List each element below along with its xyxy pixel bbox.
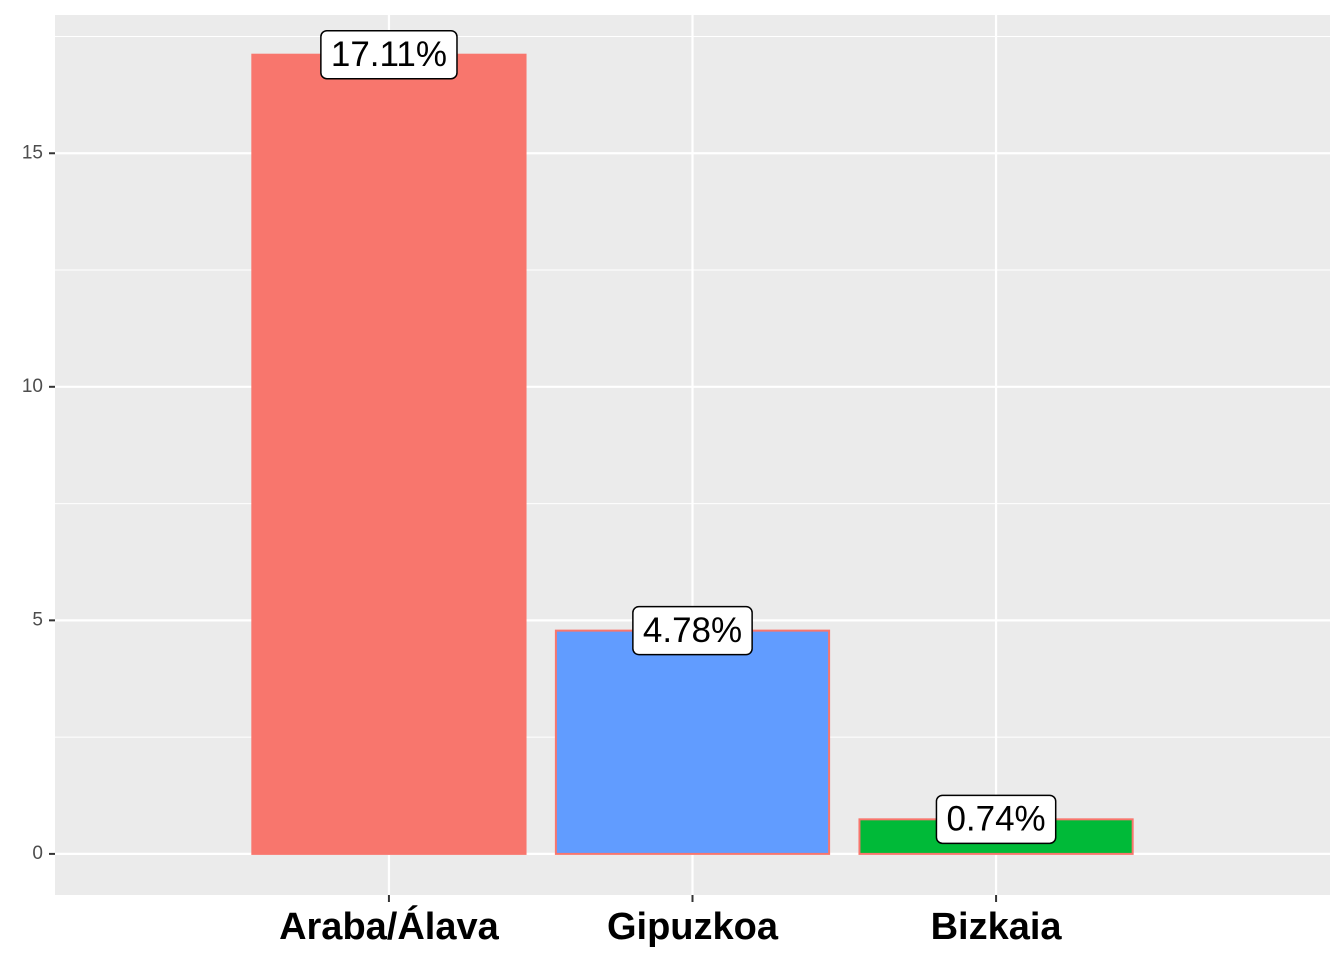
bar (251, 53, 527, 855)
value-label-box (320, 29, 458, 80)
value-label-group: 17.11% (320, 29, 458, 80)
value-label: 4.78% (643, 611, 742, 650)
x-tick-label: Bizkaia (931, 906, 1063, 948)
x-tick-label: Gipuzkoa (607, 906, 779, 948)
y-tick-label: 10 (22, 376, 43, 397)
y-tick-label: 0 (32, 843, 43, 864)
x-tick-label: Araba/Álava (279, 904, 500, 948)
value-label-group: 4.78% (632, 605, 753, 656)
y-tick-label: 15 (22, 142, 43, 163)
value-label-box (935, 794, 1057, 845)
bar (554, 629, 831, 855)
value-label: 17.11% (331, 35, 447, 74)
y-tick-label: 5 (32, 609, 43, 630)
value-label-group: 0.74% (935, 794, 1057, 845)
value-label-box (632, 605, 753, 656)
value-label: 0.74% (946, 800, 1045, 839)
